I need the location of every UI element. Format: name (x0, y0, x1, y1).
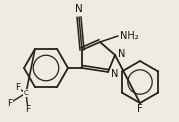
Text: F: F (137, 104, 143, 114)
Text: N: N (75, 4, 83, 14)
Text: N: N (111, 69, 118, 79)
Text: N: N (118, 49, 125, 59)
Text: F: F (15, 83, 21, 92)
Text: F: F (25, 106, 31, 115)
Text: F: F (8, 98, 13, 107)
Text: NH₂: NH₂ (120, 31, 139, 41)
Text: C: C (24, 90, 28, 96)
